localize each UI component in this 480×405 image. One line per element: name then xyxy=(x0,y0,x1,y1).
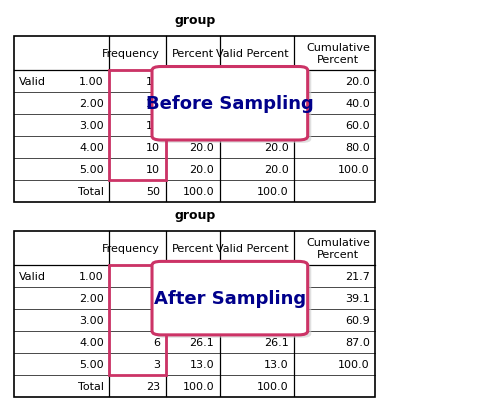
Text: 40.0: 40.0 xyxy=(345,99,370,109)
FancyBboxPatch shape xyxy=(152,67,308,141)
Text: 50: 50 xyxy=(146,187,160,196)
Text: 20.0: 20.0 xyxy=(190,165,214,175)
Text: 20.0: 20.0 xyxy=(264,165,289,175)
Text: 21.7: 21.7 xyxy=(345,271,370,281)
FancyBboxPatch shape xyxy=(156,70,312,143)
Bar xyxy=(109,71,166,181)
Text: 2.00: 2.00 xyxy=(79,293,104,303)
Text: Before Sampling: Before Sampling xyxy=(146,95,314,113)
Text: 100.0: 100.0 xyxy=(338,359,370,369)
Text: 5.00: 5.00 xyxy=(79,359,104,369)
Text: After Sampling: After Sampling xyxy=(154,290,306,307)
FancyBboxPatch shape xyxy=(156,264,312,338)
Text: 20.0: 20.0 xyxy=(264,143,289,153)
Text: 2.00: 2.00 xyxy=(79,99,104,109)
Text: 60.0: 60.0 xyxy=(345,121,370,131)
Text: 13.0: 13.0 xyxy=(190,359,214,369)
Text: group: group xyxy=(174,209,216,222)
Text: Cumulative
Percent: Cumulative Percent xyxy=(306,238,370,259)
FancyBboxPatch shape xyxy=(152,262,308,335)
Text: group: group xyxy=(174,15,216,28)
Text: 100.0: 100.0 xyxy=(183,187,214,196)
Bar xyxy=(14,37,375,202)
Text: 100.0: 100.0 xyxy=(257,381,289,391)
Text: 10: 10 xyxy=(146,99,160,109)
Text: 60.9: 60.9 xyxy=(345,315,370,325)
Text: Valid: Valid xyxy=(19,77,46,87)
Bar xyxy=(109,266,166,375)
Text: 1.00: 1.00 xyxy=(79,271,104,281)
Text: 10: 10 xyxy=(146,77,160,87)
Text: Valid: Valid xyxy=(19,271,46,281)
Text: 4: 4 xyxy=(153,293,160,303)
Text: 10: 10 xyxy=(146,121,160,131)
Text: 21.7: 21.7 xyxy=(190,271,214,281)
Text: 26.1: 26.1 xyxy=(190,337,214,347)
Text: 23: 23 xyxy=(146,381,160,391)
Text: 20.0: 20.0 xyxy=(190,77,214,87)
Text: 100.0: 100.0 xyxy=(338,165,370,175)
Text: Frequency: Frequency xyxy=(102,49,160,59)
Text: Percent: Percent xyxy=(172,243,214,254)
Text: 10: 10 xyxy=(146,165,160,175)
Text: 4.00: 4.00 xyxy=(79,337,104,347)
Text: 39.1: 39.1 xyxy=(345,293,370,303)
Text: 20.0: 20.0 xyxy=(264,77,289,87)
Text: 6: 6 xyxy=(153,337,160,347)
Text: Frequency: Frequency xyxy=(102,243,160,254)
Text: 5.00: 5.00 xyxy=(79,165,104,175)
Text: 87.0: 87.0 xyxy=(345,337,370,347)
Text: 5: 5 xyxy=(153,271,160,281)
Text: 4.00: 4.00 xyxy=(79,143,104,153)
Text: 3.00: 3.00 xyxy=(79,315,104,325)
Text: 26.1: 26.1 xyxy=(264,337,289,347)
Text: 21.7: 21.7 xyxy=(264,271,289,281)
Text: Valid Percent: Valid Percent xyxy=(216,243,289,254)
Text: 10: 10 xyxy=(146,143,160,153)
Text: 3.00: 3.00 xyxy=(79,121,104,131)
Text: 100.0: 100.0 xyxy=(257,187,289,196)
Text: Valid Percent: Valid Percent xyxy=(216,49,289,59)
Text: 80.0: 80.0 xyxy=(345,143,370,153)
Bar xyxy=(14,231,375,397)
Text: 100.0: 100.0 xyxy=(183,381,214,391)
Text: 20.0: 20.0 xyxy=(345,77,370,87)
Text: Total: Total xyxy=(78,187,104,196)
Text: Total: Total xyxy=(78,381,104,391)
Text: 3: 3 xyxy=(153,359,160,369)
Text: Percent: Percent xyxy=(172,49,214,59)
Text: Cumulative
Percent: Cumulative Percent xyxy=(306,43,370,65)
Text: 20.0: 20.0 xyxy=(190,143,214,153)
Text: 1.00: 1.00 xyxy=(79,77,104,87)
Text: 13.0: 13.0 xyxy=(264,359,289,369)
Text: 5: 5 xyxy=(153,315,160,325)
